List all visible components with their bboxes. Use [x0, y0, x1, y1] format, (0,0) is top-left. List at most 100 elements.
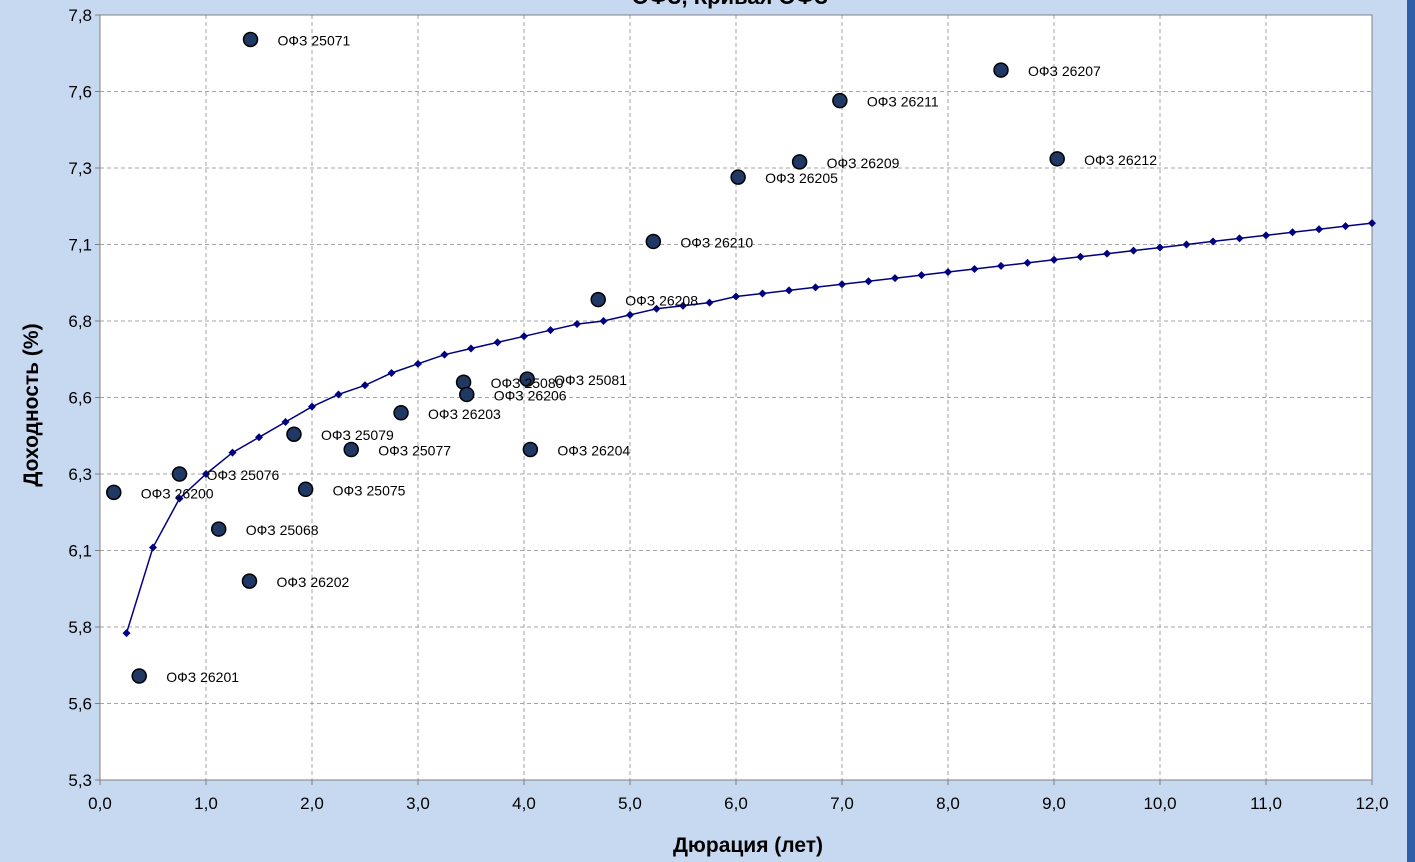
bond-label: ОФЗ 25080 [491, 375, 564, 391]
curve-marker [493, 338, 502, 347]
curve-marker [361, 381, 369, 390]
bond-point [730, 169, 746, 185]
curve-marker [705, 298, 714, 307]
bond-label: ОФЗ 26200 [141, 485, 214, 501]
bond-label: ОФЗ 26210 [680, 234, 753, 250]
x-tick-label: 9,0 [1042, 794, 1066, 813]
bond-label: ОФЗ 25079 [321, 427, 394, 443]
x-tick-label: 10,0 [1143, 794, 1176, 813]
x-tick-label: 3,0 [406, 794, 430, 813]
curve-marker [122, 629, 131, 638]
x-tick-label: 12,0 [1355, 794, 1388, 813]
curve-marker [652, 304, 661, 313]
bond-label: ОФЗ 25075 [333, 482, 406, 498]
curve-marker [1262, 231, 1270, 240]
curve-marker [732, 292, 740, 301]
bond-label: ОФЗ 25077 [378, 443, 451, 459]
x-tick-label: 1,0 [194, 794, 218, 813]
curve-marker [202, 470, 210, 478]
curve-marker [149, 543, 157, 552]
curve-marker [997, 261, 1005, 270]
curve-marker [864, 277, 873, 286]
curve-marker [917, 271, 926, 280]
bond-point [1049, 151, 1065, 167]
bond-label: ОФЗ 26212 [1084, 152, 1157, 168]
bond-point [791, 154, 808, 170]
curve-marker [838, 280, 846, 289]
y-tick-label: 6,3 [68, 465, 92, 484]
bond-point [297, 481, 314, 498]
bond-label: ОФЗ 26202 [276, 574, 349, 590]
curve-marker [387, 369, 396, 378]
bond-label: ОФЗ 26205 [765, 170, 838, 186]
curve-marker [1103, 249, 1111, 258]
x-tick-label: 2,0 [300, 794, 324, 813]
x-tick-label: 11,0 [1250, 794, 1282, 813]
curve-marker [467, 344, 475, 353]
x-tick-label: 4,0 [512, 794, 536, 813]
bond-points [106, 31, 1065, 684]
plot-border [99, 14, 1373, 781]
curve-marker [944, 268, 952, 277]
right-edge-bar [1407, 0, 1415, 862]
curve-marker [1182, 240, 1191, 249]
y-tick-label: 7,6 [68, 83, 92, 102]
curve-marker [599, 317, 608, 325]
bond-label: ОФЗ 26201 [166, 669, 239, 685]
curve-marker [1076, 252, 1085, 261]
curve-marker [785, 286, 793, 295]
curve-marker [1209, 237, 1217, 246]
bond-point [286, 426, 302, 442]
bond-point [459, 386, 475, 403]
curve-marker [255, 433, 263, 442]
curve-marker [1288, 228, 1297, 237]
y-axis-label: Доходность (%) [20, 323, 43, 486]
bond-point [241, 573, 258, 589]
x-tick-label: 0,0 [88, 794, 112, 813]
bond-point [210, 521, 227, 537]
curve-marker [414, 359, 422, 368]
x-tick-label: 6,0 [724, 794, 748, 813]
bond-point [519, 371, 535, 387]
bond-label: ОФЗ 26207 [1028, 63, 1101, 79]
bond-label: ОФЗ 26208 [625, 293, 698, 309]
bond-point [131, 668, 147, 684]
bond-point [106, 484, 122, 501]
bond-label: ОФЗ 26211 [867, 94, 939, 110]
x-tick-label: 8,0 [936, 794, 960, 813]
bond-label: ОФЗ 26204 [557, 443, 630, 459]
bond-point [343, 441, 359, 458]
y-tick-label: 6,8 [68, 312, 92, 331]
curve-marker [334, 390, 343, 399]
x-tick-label: 5,0 [618, 794, 642, 813]
bond-label: ОФЗ 26203 [428, 406, 501, 422]
curve-marker [758, 289, 767, 298]
x-axis-label: Дюрация (лет) [673, 834, 823, 857]
y-tick-label: 7,1 [68, 236, 92, 255]
curve-marker [1023, 258, 1032, 267]
bond-point [590, 291, 606, 308]
bond-point [993, 62, 1009, 78]
bond-point [522, 441, 539, 458]
curve-line [125, 222, 1373, 634]
curve-marker [573, 320, 581, 329]
y-tick-label: 6,1 [68, 542, 92, 561]
curve-marker [1235, 234, 1244, 243]
curve-marker [281, 417, 290, 426]
curve-marker [679, 301, 687, 310]
bond-label: ОФЗ 25068 [246, 522, 319, 538]
curve-marker [1368, 219, 1376, 228]
bond-point [171, 466, 188, 482]
yield-curve [122, 219, 1376, 638]
curve-marker [970, 264, 979, 273]
curve-marker [546, 326, 555, 335]
bond-label: ОФЗ 26206 [494, 387, 567, 403]
y-tick-label: 5,8 [68, 618, 92, 637]
y-tick-label: 6,6 [68, 389, 92, 408]
y-tick-labels: 5,3 5,6 5,8 6,1 6,3 6,6 6,8 7,1 7,3 7,6 7,8 [68, 6, 92, 790]
y-tick-label: 7,3 [68, 159, 92, 178]
curve-marker [891, 274, 899, 283]
y-tick-label: 7,8 [68, 6, 92, 25]
